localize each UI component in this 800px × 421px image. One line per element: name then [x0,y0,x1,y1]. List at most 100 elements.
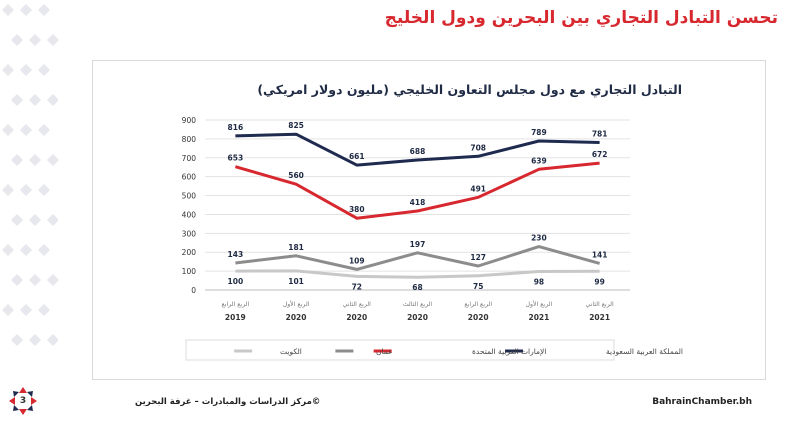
data-label-oman: 181 [288,243,304,252]
data-label-oman: 143 [228,250,244,259]
series-line-oman [235,245,601,271]
pattern-tile [2,304,14,316]
data-label-oman: 141 [592,250,608,259]
data-label-saudi: 816 [228,123,244,132]
chart-frame [92,60,766,380]
data-label-kuwait: 68 [412,283,422,292]
page-number: 3 [19,396,27,406]
data-label-oman: 127 [470,253,486,262]
x-tick-year: 2020 [346,313,367,322]
pattern-tile [20,64,32,76]
pattern-tile [47,214,58,226]
data-label-oman: 197 [410,240,426,249]
pattern-tile [20,4,32,16]
y-tick-label: 100 [182,267,197,276]
pattern-tile [2,124,14,136]
legend-label-saudi: المملكة العربية السعودية [606,347,683,356]
pattern-tile [20,244,32,256]
y-tick-label: 300 [182,229,197,238]
pattern-tile [47,154,58,166]
data-label-kuwait: 75 [473,282,483,291]
pattern-tile [2,184,14,196]
y-tick-label: 200 [182,248,197,257]
x-tick-year: 2021 [589,313,610,322]
data-label-saudi: 789 [531,128,547,137]
series-line-uae [234,161,600,220]
data-label-uae: 418 [410,198,426,207]
pattern-tile [20,184,32,196]
x-tick-label: الربع الأول [526,300,553,308]
x-tick-year: 2021 [528,313,549,322]
pattern-tile [11,94,23,106]
pattern-tile [47,94,58,106]
pattern-tile [47,334,58,346]
pattern-tile [11,274,23,286]
data-label-kuwait: 99 [594,277,604,286]
pattern-tile [2,4,14,16]
pattern-tile [29,34,41,46]
legend-label-oman: عمان [376,347,393,356]
data-label-saudi: 708 [470,143,486,152]
data-label-kuwait: 101 [288,277,304,286]
legend-label-kuwait: الكويت [280,347,302,356]
pattern-tile [11,334,23,346]
data-label-uae: 639 [531,156,547,165]
x-tick-year: 2020 [407,313,428,322]
y-tick-label: 800 [182,135,197,144]
x-tick-year: 2020 [286,313,307,322]
page-badge-icon [9,387,37,415]
data-label-oman: 230 [531,234,547,243]
y-tick-label: 0 [191,286,196,295]
data-label-saudi: 688 [410,147,426,156]
x-tick-label: الربع الثالث [403,301,433,308]
pattern-tile [29,94,41,106]
pattern-tile [11,154,23,166]
legend-box [185,339,615,361]
pattern-tile [29,274,41,286]
data-label-saudi: 661 [349,152,365,161]
y-tick-label: 700 [182,154,197,163]
pattern-tile [29,334,41,346]
x-tick-label: الربع الثاني [586,301,615,308]
data-label-kuwait: 98 [534,277,544,286]
x-tick-label: الربع الرابع [221,301,249,308]
x-tick-label: الربع الثاني [343,301,372,308]
data-label-kuwait: 100 [228,277,244,286]
data-label-uae: 491 [470,184,486,193]
pattern-tile [11,214,23,226]
x-tick-year: 2019 [225,313,246,322]
data-label-uae: 560 [288,171,304,180]
data-label-uae: 380 [349,205,365,214]
decorative-pattern [2,4,58,346]
x-tick-label: الربع الأول [283,300,310,308]
footer-website: BahrainChamber.bh [652,397,752,407]
pattern-tile [29,214,41,226]
pattern-tile [47,274,58,286]
data-label-saudi: 781 [592,129,608,138]
pattern-tile [2,64,14,76]
data-label-oman: 109 [349,256,365,265]
slide-title: تحسن التبادل التجاري بين البحرين ودول ال… [384,8,778,28]
data-label-uae: 653 [228,154,244,163]
pattern-tile [38,184,50,196]
series-line-saudi [235,132,600,167]
pattern-tile [11,34,23,46]
y-tick-label: 400 [182,210,197,219]
pattern-tile [38,124,50,136]
pattern-tile [38,4,50,16]
pattern-tile [29,154,41,166]
chart-title: التبادل التجاري مع دول مجلس التعاون الخل… [257,82,682,97]
pattern-tile [20,124,32,136]
x-tick-label: الربع الرابع [464,301,492,308]
y-tick-label: 900 [182,116,197,125]
data-label-saudi: 825 [288,121,304,130]
pattern-tile [47,34,58,46]
pattern-tile [38,304,50,316]
legend-label-uae: الإمارات العربية المتحدة [472,347,546,356]
data-label-kuwait: 72 [352,282,362,291]
pattern-tile [38,64,50,76]
x-tick-year: 2020 [468,313,489,322]
y-tick-label: 500 [182,192,197,201]
y-tick-label: 600 [182,173,197,182]
pattern-tile [38,244,50,256]
